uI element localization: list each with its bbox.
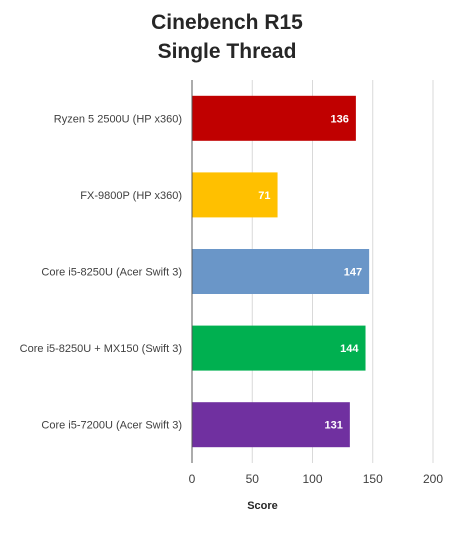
data-label: 136	[331, 113, 349, 125]
category-label: Core i5-7200U (Acer Swift 3)	[41, 420, 182, 432]
bars	[192, 95, 370, 448]
x-tick-label: 150	[363, 472, 383, 486]
chart-title: Cinebench R15	[151, 11, 303, 34]
category-label: Ryzen 5 2500U (HP x360)	[54, 113, 182, 125]
x-axis-title: Score	[247, 500, 278, 512]
chart-subtitle: Single Thread	[157, 40, 297, 63]
category-label: Core i5-8250U (Acer Swift 3)	[41, 267, 182, 279]
data-label: 147	[344, 267, 362, 279]
x-tick-label: 200	[423, 472, 443, 486]
chart-title-block: Cinebench R15 Single Thread	[0, 8, 454, 66]
data-label: 144	[340, 343, 359, 355]
x-tick-label: 50	[246, 472, 260, 486]
labels: 0 50 100 150 200 Ryzen 5 2500U (HP x360) 136 FX…	[20, 113, 444, 512]
x-tick-label: 100	[302, 472, 322, 486]
bar	[192, 95, 356, 141]
bar	[192, 325, 366, 371]
category-label: Core i5-8250U + MX150 (Swift 3)	[20, 343, 182, 355]
data-label: 71	[258, 190, 270, 202]
x-tick-label: 0	[189, 472, 196, 486]
bar	[192, 172, 278, 218]
bar	[192, 249, 370, 294]
category-label: FX-9800P (HP x360)	[80, 190, 182, 202]
bar	[192, 402, 350, 448]
data-label: 131	[324, 420, 342, 432]
